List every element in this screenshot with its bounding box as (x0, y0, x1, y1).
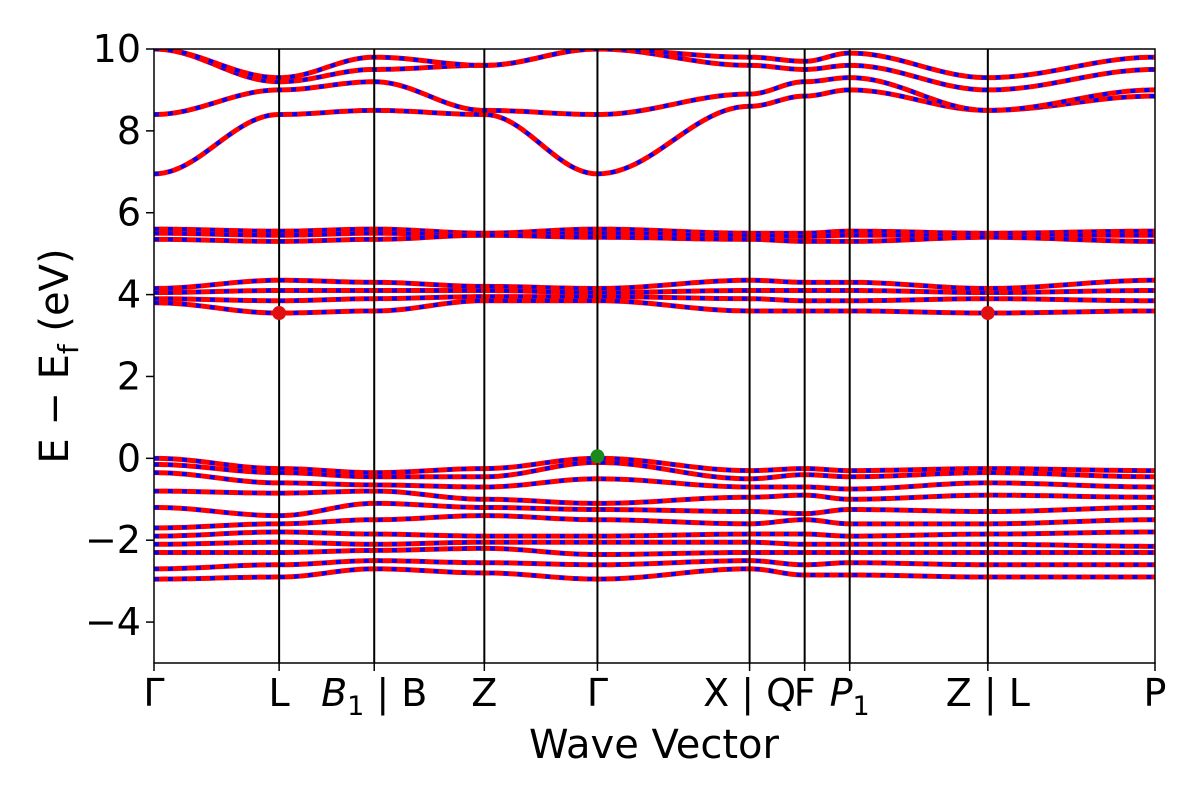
y-axis-label-sub: f (52, 343, 85, 354)
y-tick-label: 6 (117, 191, 141, 235)
band-cond-high-4-spin-up (154, 49, 1155, 81)
band-flat-4-d-spin-down (154, 298, 1155, 316)
band-val-9-spin-down (154, 546, 1155, 557)
y-tick-label: 2 (117, 354, 141, 398)
x-axis-label: Wave Vector (529, 722, 780, 768)
x-tick-label: F (794, 671, 816, 715)
plot-background (154, 49, 1155, 663)
band-flat-4-c-spin-down (154, 294, 1155, 303)
x-tick-label: Z | L (946, 671, 1030, 716)
x-tick-label: B1 | B (321, 671, 427, 722)
cbm-marker-L (272, 306, 287, 321)
kpoint-lines (278, 49, 989, 663)
x-tick-label: P (1144, 671, 1167, 715)
cbm-marker-Z (980, 306, 995, 321)
plot-frame (153, 48, 1156, 664)
y-axis-label-main: E − E (32, 354, 78, 464)
y-tick-label: 8 (117, 109, 141, 153)
y-axis-label: E − Ef (eV) (32, 248, 85, 463)
band-flat-4-a-spin-down (154, 278, 1155, 291)
band-flat-5-c-spin-down (154, 233, 1155, 244)
x-tick-label: X | Q (703, 671, 796, 716)
band-flat-4-b-spin-up (154, 288, 1155, 296)
bands-layer (154, 49, 1155, 582)
band-val-7-spin-down (154, 530, 1155, 539)
y-tick-label: 4 (117, 273, 141, 317)
x-tick-label: L (269, 671, 290, 715)
band-val-5-spin-down (154, 501, 1155, 518)
band-flat-4-b-spin-down (154, 288, 1155, 295)
band-cond-high-2-spin-up (154, 75, 1155, 117)
y-tick-label: 0 (117, 436, 141, 480)
y-tick-label: −4 (85, 600, 141, 644)
x-tick-label: Z (471, 671, 497, 715)
band-val-6-spin-down (154, 513, 1155, 530)
x-tick-label: Γ (587, 671, 608, 715)
band-val-2-spin-down (154, 460, 1155, 481)
band-val-4-spin-down (154, 489, 1155, 506)
x-tick-label: Γ (143, 671, 164, 715)
y-tick-label: −2 (85, 518, 141, 562)
band-val-11-spin-down (154, 566, 1155, 582)
x-tick-label: P1 (830, 671, 870, 722)
extrema-markers (272, 306, 995, 464)
band-cond-high-3-spin-up (154, 49, 1155, 93)
y-axis-label-unit: (eV) (32, 248, 78, 344)
x-axis-ticks: Γ L B1 | B Z Γ X | QF P1 Z | L P (143, 663, 1166, 722)
band-flat-5-b-spin-down (154, 231, 1155, 239)
band-val-3-spin-down (154, 470, 1155, 492)
band-cond-high-1-spin-down (154, 87, 1155, 176)
band-flat-5-a-spin-down (154, 227, 1155, 236)
vbm-marker-Gamma (590, 449, 605, 464)
band-val-1-spin-down (154, 456, 1155, 475)
y-tick-label: 10 (93, 27, 141, 71)
y-axis-ticks: 10 8 6 4 2 0 −2 −4 (85, 27, 154, 644)
band-val-8-spin-down (154, 540, 1155, 549)
band-val-10-spin-down (154, 558, 1155, 571)
